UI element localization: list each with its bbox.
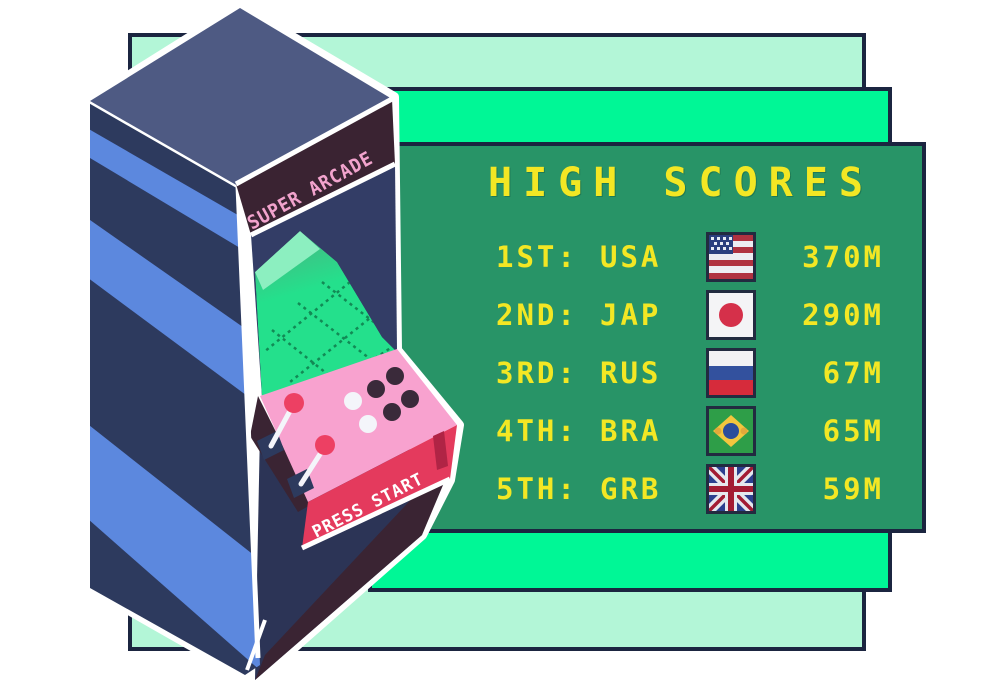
cabinet-left-face	[88, 98, 267, 675]
score-row: 3RD: RUS 67M	[384, 344, 922, 402]
high-scores-panel: HIGH SCORES 1ST: USA 370M 2ND: JAP	[380, 142, 926, 533]
score-row: 1ST: USA 370M	[384, 228, 922, 286]
joystick-icon	[287, 435, 335, 498]
score-row: 4TH: BRA 65M	[384, 402, 922, 460]
score-value: 370M	[802, 240, 884, 274]
country-code: JAP	[600, 298, 662, 332]
rank-label: 5TH:	[496, 472, 578, 506]
country-code: BRA	[600, 414, 662, 448]
flag-brazil-icon	[706, 406, 756, 456]
flag-russia-icon	[706, 348, 756, 398]
country-code: GRB	[600, 472, 662, 506]
flag-usa-icon	[706, 232, 756, 282]
flag-japan-icon	[706, 290, 756, 340]
rank-label: 4TH:	[496, 414, 578, 448]
cabinet-control-panel	[257, 349, 457, 502]
rank-label: 3RD:	[496, 356, 578, 390]
score-row: 5TH: GRB 59M	[384, 460, 922, 518]
high-scores-title: HIGH SCORES	[488, 160, 874, 206]
joystick-icon	[257, 393, 304, 460]
rank-label: 1ST:	[496, 240, 578, 274]
score-value: 290M	[802, 298, 884, 332]
control-buttons	[344, 367, 419, 433]
rank-label: 2ND:	[496, 298, 578, 332]
country-code: RUS	[600, 356, 662, 390]
score-value: 67M	[822, 356, 884, 390]
score-list: 1ST: USA 370M 2ND: JAP	[384, 228, 922, 518]
score-value: 59M	[822, 472, 884, 506]
arcade-cabinet-illustration: SUPER ARCADE	[85, 1, 464, 687]
country-code: USA	[600, 240, 662, 274]
score-value: 65M	[822, 414, 884, 448]
flag-uk-icon	[706, 464, 756, 514]
score-row: 2ND: JAP 290M	[384, 286, 922, 344]
cabinet-screen	[249, 161, 397, 398]
